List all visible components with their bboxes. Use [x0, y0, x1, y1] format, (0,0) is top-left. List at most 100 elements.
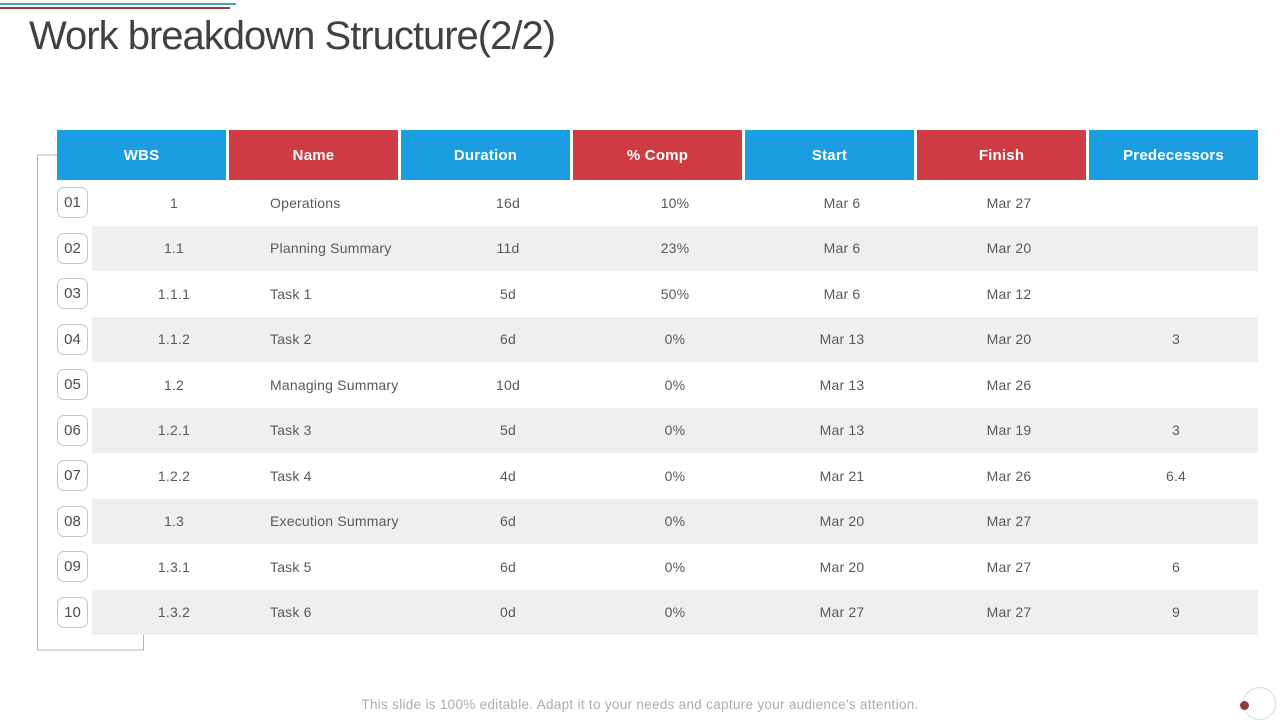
- cell-comp: 0%: [664, 513, 686, 530]
- cell-predecessors: [1094, 499, 1258, 545]
- row-connector-line: [37, 154, 144, 651]
- wbs-table-area: WBS Name Duration% Comp Start Finish Predeces…: [22, 130, 1258, 675]
- cell-finish: Mar 26: [986, 467, 1032, 484]
- corner-dot-decoration: [1240, 701, 1249, 710]
- table-header-row: WBS Name Duration% Comp Start Finish Predeces…: [57, 130, 1258, 180]
- row-number-badge: 10: [57, 596, 88, 628]
- cell-name: Task 4: [270, 467, 312, 484]
- cell-finish: Mar 27: [986, 604, 1032, 621]
- cell-wbs: 1.2.1: [157, 422, 191, 439]
- cell-wbs: 1.1.2: [157, 331, 191, 348]
- top-accent-red-line: [0, 7, 230, 9]
- column-header-comp: % Comp: [573, 130, 742, 180]
- cell-name: Task 5: [270, 558, 312, 575]
- table-row: 07 1.2.2 Task 4 4d 0% Mar 21 Mar 26 6.4: [57, 453, 1258, 499]
- cell-finish: Mar 12: [986, 285, 1032, 302]
- cell-duration: 10d: [496, 376, 520, 393]
- row-number-badge: 06: [57, 414, 88, 446]
- cell-duration: 5d: [500, 285, 516, 302]
- table-row: 09 1.3.1 Task 5 6d 0% Mar 20 Mar 27 6: [57, 544, 1258, 590]
- cell-duration: 16d: [496, 194, 520, 211]
- row-number-badge: 08: [57, 505, 88, 537]
- wbs-table: WBS Name Duration% Comp Start Finish Predeces…: [57, 130, 1258, 635]
- cell-comp: 23%: [660, 240, 690, 257]
- cell-predecessors: 9: [1172, 604, 1180, 621]
- column-header-duration: Duration: [401, 130, 570, 180]
- table-row: 08 1.3 Execution Summary 6d 0% Mar 20 Ma…: [57, 498, 1258, 545]
- row-number-badge: 07: [57, 460, 88, 491]
- cell-comp: 0%: [664, 604, 686, 621]
- cell-wbs: 1.3: [163, 513, 185, 530]
- column-header-wbs: WBS: [57, 130, 226, 180]
- table-row: 02 1.1 Planning Summary 11d 23% Mar 6 Ma…: [57, 225, 1258, 272]
- cell-duration: 0d: [500, 604, 516, 621]
- cell-duration: 6d: [500, 513, 516, 530]
- cell-name: Task 6: [270, 604, 312, 621]
- cell-predecessors: [1094, 362, 1258, 408]
- cell-finish: Mar 27: [986, 558, 1032, 575]
- cell-name: Planning Summary: [270, 240, 392, 257]
- cell-finish: Mar 26: [986, 376, 1032, 393]
- cell-duration: 11d: [496, 240, 520, 257]
- table-row: 03 1.1.1 Task 1 5d 50% Mar 6 Mar 12: [57, 271, 1258, 317]
- cell-name: Operations: [270, 194, 341, 211]
- table-row: 10 1.3.2 Task 6 0d 0% Mar 27 Mar 27 9: [57, 589, 1258, 635]
- row-number-badge: 02: [57, 232, 88, 264]
- cell-name: Task 3: [270, 422, 312, 439]
- cell-predecessors: [1094, 226, 1258, 272]
- table-row: 05 1.2 Managing Summary 10d 0% Mar 13 Ma…: [57, 362, 1258, 408]
- cell-comp: 0%: [664, 558, 686, 575]
- top-accent-teal-line: [0, 3, 236, 5]
- cell-start: Mar 13: [819, 376, 865, 393]
- table-row: 01 1 Operations 16d 10% Mar 6 Mar 27: [57, 180, 1258, 226]
- cell-comp: 10%: [660, 194, 690, 211]
- cell-start: Mar 6: [823, 194, 861, 211]
- row-number-badge: 03: [57, 278, 88, 309]
- column-header-name: Name: [229, 130, 398, 180]
- cell-start: Mar 13: [819, 422, 865, 439]
- cell-comp: 0%: [664, 376, 686, 393]
- row-number-badge: 01: [57, 187, 88, 218]
- cell-comp: 0%: [664, 331, 686, 348]
- cell-start: Mar 27: [819, 604, 865, 621]
- cell-finish: Mar 27: [986, 513, 1032, 530]
- cell-predecessors: 6: [1172, 558, 1180, 575]
- cell-finish: Mar 20: [986, 240, 1032, 257]
- cell-duration: 6d: [500, 558, 516, 575]
- cell-start: Mar 20: [819, 513, 865, 530]
- cell-predecessors: [1094, 180, 1258, 226]
- cell-wbs: 1: [170, 194, 178, 211]
- cell-name: Execution Summary: [270, 513, 399, 530]
- cell-wbs: 1.3.2: [157, 604, 191, 621]
- cell-finish: Mar 27: [986, 194, 1032, 211]
- column-header-predecessors: Predecessors: [1089, 130, 1258, 180]
- cell-duration: 4d: [500, 467, 516, 484]
- cell-comp: 0%: [664, 422, 686, 439]
- cell-wbs: 1.2.2: [157, 467, 191, 484]
- column-header-finish: Finish: [917, 130, 1086, 180]
- cell-predecessors: 3: [1172, 331, 1180, 348]
- cell-name: Task 1: [270, 285, 312, 302]
- cell-wbs: 1.2: [163, 376, 185, 393]
- cell-duration: 5d: [500, 422, 516, 439]
- table-body: 01 1 Operations 16d 10% Mar 6 Mar 27 02 …: [57, 180, 1258, 635]
- cell-predecessors: 6.4: [1165, 467, 1187, 484]
- cell-wbs: 1.3.1: [157, 558, 191, 575]
- cell-predecessors: 3: [1172, 422, 1180, 439]
- page-title: Work breakdown Structure(2/2): [29, 14, 556, 58]
- cell-name: Managing Summary: [270, 376, 399, 393]
- row-number-badge: 04: [57, 323, 88, 355]
- footer-note: This slide is 100% editable. Adapt it to…: [361, 697, 919, 712]
- cell-start: Mar 20: [819, 558, 865, 575]
- row-number-badge: 05: [57, 369, 88, 400]
- cell-duration: 6d: [500, 331, 516, 348]
- cell-wbs: 1.1.1: [157, 285, 191, 302]
- cell-comp: 50%: [660, 285, 690, 302]
- cell-start: Mar 13: [819, 331, 865, 348]
- cell-finish: Mar 20: [986, 331, 1032, 348]
- cell-start: Mar 6: [823, 240, 861, 257]
- row-number-badge: 09: [57, 551, 88, 582]
- cell-start: Mar 6: [823, 285, 861, 302]
- cell-start: Mar 21: [819, 467, 865, 484]
